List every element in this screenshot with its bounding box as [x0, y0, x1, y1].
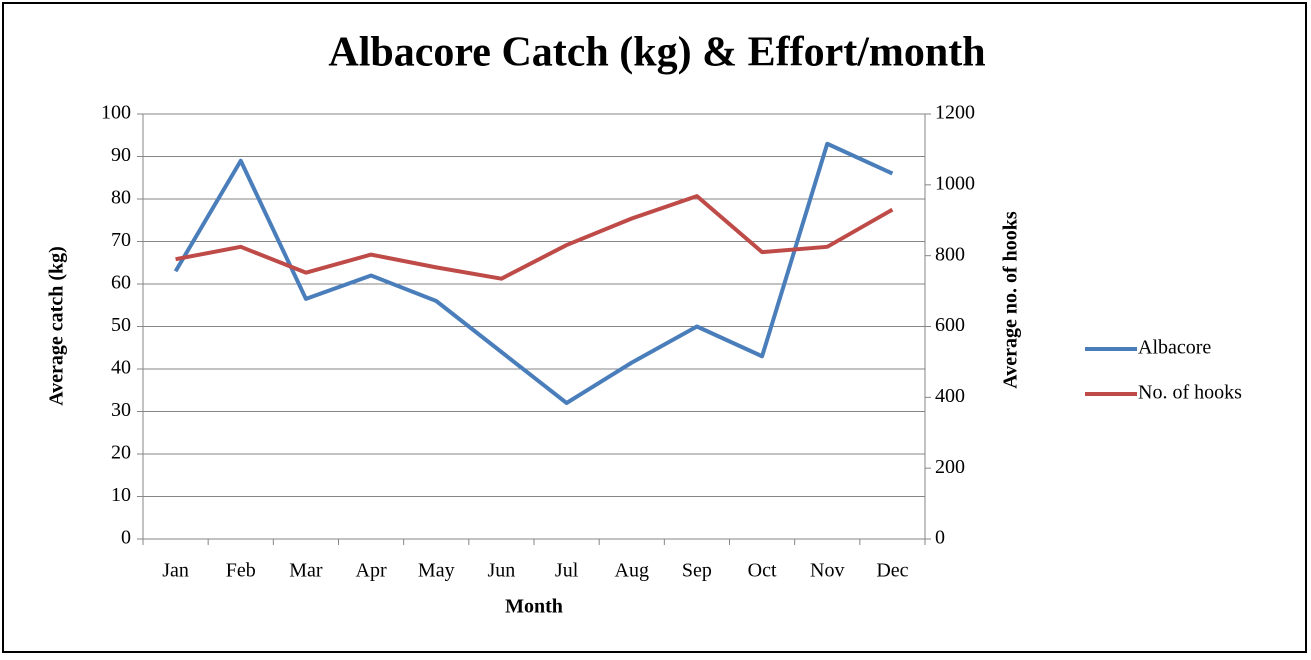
y-tick-label: 60: [111, 272, 131, 294]
y2-tick-label: 600: [935, 314, 965, 336]
y2-axis-title: Average no. of hooks: [1000, 211, 1022, 389]
x-tick-label: Jun: [488, 560, 516, 582]
x-tick-label: Apr: [356, 560, 387, 582]
y-tick-label: 50: [111, 314, 131, 336]
y2-tick-label: 1000: [935, 172, 975, 194]
series-line: [173, 141, 894, 405]
x-tick-label: Sep: [682, 560, 712, 582]
y2-tick-label: 400: [935, 385, 965, 407]
x-tick-label: Jul: [555, 560, 579, 582]
x-tick-label: Feb: [226, 560, 256, 582]
y2-tick-label: 1200: [935, 102, 975, 124]
y-tick-label: 30: [111, 399, 131, 421]
y-axis-title: Average catch (kg): [46, 246, 68, 406]
y-tick-label: 20: [111, 442, 131, 464]
y-tick-label: 40: [111, 357, 131, 379]
x-tick-label: Nov: [810, 560, 844, 582]
y2-tick-label: 200: [935, 456, 965, 478]
x-tick-label: Oct: [748, 560, 777, 582]
x-tick-label: Aug: [615, 560, 649, 582]
y2-tick-label: 800: [935, 243, 965, 265]
y-tick-label: 80: [111, 187, 131, 209]
y-tick-label: 70: [111, 229, 131, 251]
y-tick-label: 100: [101, 102, 131, 124]
y2-tick-label: 0: [935, 527, 945, 549]
x-tick-label: Dec: [876, 560, 908, 582]
x-tick-label: Mar: [289, 560, 323, 582]
x-tick-label: May: [418, 560, 455, 582]
series-line: [175, 194, 894, 281]
x-axis-title: Month: [505, 596, 563, 618]
y-tick-label: 10: [111, 484, 131, 506]
y-tick-label: 90: [111, 144, 131, 166]
legend-label: Albacore: [1138, 337, 1211, 359]
chart-title: Albacore Catch (kg) & Effort/month: [328, 30, 985, 76]
y-tick-label: 0: [121, 527, 131, 549]
x-tick-label: Jan: [162, 560, 189, 582]
legend-label: No. of hooks: [1138, 382, 1242, 404]
